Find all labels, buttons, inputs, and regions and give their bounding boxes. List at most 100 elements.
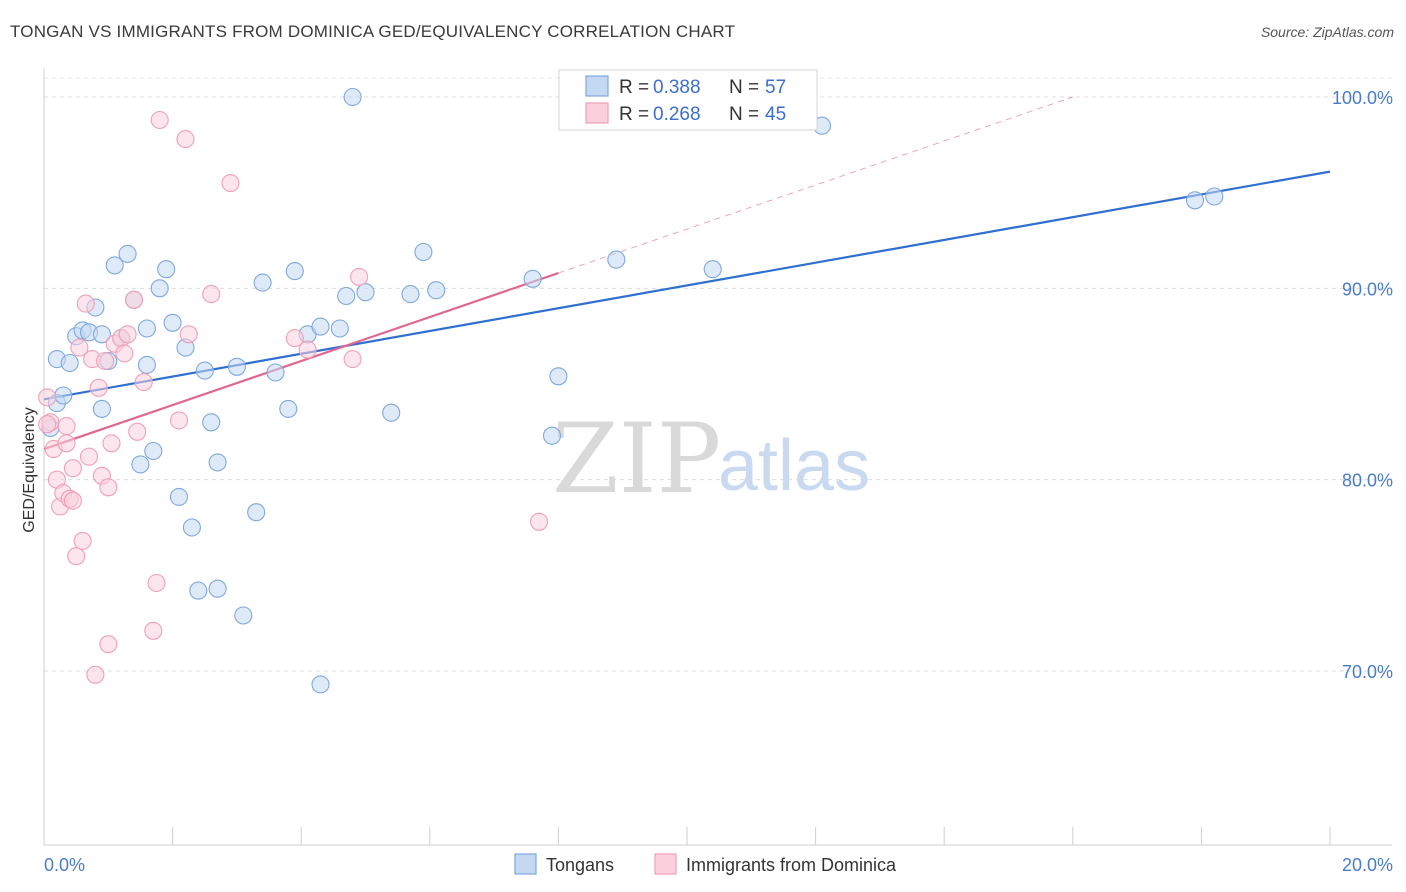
trend-lines [43, 96, 1331, 451]
point-tongans [208, 453, 227, 472]
chart-source: Source: ZipAtlas.com [1260, 24, 1394, 40]
point-dominica [179, 325, 198, 344]
x-tick-label: 20.0% [1342, 855, 1393, 875]
legend-n-label-tongans: N = [729, 77, 759, 98]
axes [43, 68, 1392, 846]
point-tongans [137, 319, 156, 338]
point-tongans [401, 285, 420, 304]
point-dominica [134, 373, 153, 392]
point-dominica [343, 350, 362, 369]
point-tongans [285, 262, 304, 281]
point-dominica [96, 351, 115, 371]
point-dominica [57, 434, 76, 453]
point-tongans [150, 279, 169, 298]
point-tongans [549, 367, 568, 386]
point-dominica [115, 344, 134, 363]
point-dominica [176, 130, 195, 149]
point-tongans [144, 441, 163, 461]
trend-line-dominica-extension [558, 96, 1073, 274]
legend-r-label-dominica: R = [619, 104, 649, 125]
point-tongans [202, 413, 221, 432]
series-legend-label-tongans: Tongans [546, 855, 614, 875]
point-tongans [234, 606, 253, 625]
point-dominica [285, 329, 304, 348]
gridlines [44, 77, 1392, 672]
point-tongans [330, 319, 349, 338]
point-tongans [343, 87, 362, 107]
x-tick-label: 0.0% [44, 855, 85, 875]
point-tongans [137, 355, 156, 374]
point-dominica [118, 325, 137, 344]
point-dominica [169, 411, 189, 430]
chart-title: TONGAN VS IMMIGRANTS FROM DOMINICA GED/E… [10, 22, 736, 41]
y-tick-labels: 100.0% 90.0% 80.0% 70.0% [1332, 88, 1393, 682]
point-tongans [118, 244, 137, 263]
point-tongans [542, 426, 562, 445]
point-tongans [311, 317, 330, 336]
point-tongans [382, 403, 401, 422]
series-legend-label-dominica: Immigrants from Dominica [686, 855, 897, 875]
trend-line-tongans [43, 170, 1331, 401]
point-tongans [131, 455, 150, 474]
point-dominica [144, 621, 163, 640]
series-legend-swatch-dominica [654, 853, 677, 875]
point-dominica [76, 294, 95, 313]
point-tongans [157, 260, 176, 279]
y-tick-label: 70.0% [1342, 662, 1393, 682]
legend-r-value-tongans: 0.388 [653, 77, 701, 98]
point-tongans [1205, 187, 1224, 206]
point-dominica [124, 290, 144, 309]
stats-legend: R = 0.388 N = 57 R = 0.268 N = 45 [558, 69, 818, 131]
legend-n-label-dominica: N = [729, 104, 759, 125]
point-dominica [102, 434, 121, 453]
point-tongans [414, 242, 433, 262]
point-dominica [147, 573, 166, 593]
legend-n-value-tongans: 57 [765, 77, 786, 98]
point-tongans [54, 386, 73, 405]
point-tongans [163, 313, 182, 332]
point-tongans [105, 256, 124, 275]
point-dominica [530, 512, 549, 531]
point-tongans [266, 363, 285, 382]
trend-line-dominica [43, 271, 559, 451]
y-tick-label: 80.0% [1342, 471, 1393, 491]
legend-swatch-tongans [585, 75, 609, 97]
point-dominica [57, 417, 76, 436]
point-tongans [523, 269, 542, 288]
y-axis-label: GED/Equivalency [21, 407, 38, 532]
watermark-atlas: atlas [718, 426, 870, 506]
point-dominica [202, 285, 221, 304]
point-dominica [63, 491, 82, 510]
point-dominica [128, 422, 147, 441]
point-dominica [73, 531, 92, 550]
point-tongans [92, 399, 111, 418]
point-tongans [253, 273, 272, 292]
watermark-zip: ZIP [552, 403, 721, 515]
point-dominica [298, 340, 317, 359]
legend-swatch-dominica [585, 102, 609, 124]
legend-r-label-tongans: R = [619, 77, 649, 98]
point-tongans [1185, 191, 1205, 210]
point-dominica [150, 110, 169, 130]
x-tick-labels: 0.0% 20.0% [44, 855, 1393, 875]
point-tongans [195, 361, 214, 380]
point-tongans [227, 357, 246, 376]
point-tongans [169, 487, 189, 506]
point-dominica [99, 478, 118, 497]
point-tongans [337, 286, 356, 306]
point-tongans [311, 675, 330, 694]
point-dominica [86, 665, 105, 684]
point-dominica [67, 547, 86, 566]
point-dominica [79, 447, 99, 466]
point-dominica [63, 459, 82, 478]
point-dominica [221, 174, 240, 193]
point-tongans [427, 281, 446, 300]
point-tongans [356, 283, 375, 302]
data-points [38, 87, 1224, 694]
point-dominica [38, 415, 57, 434]
y-tick-label: 100.0% [1332, 88, 1393, 108]
point-tongans [703, 260, 722, 279]
legend-n-value-dominica: 45 [765, 104, 786, 125]
point-dominica [38, 388, 57, 407]
